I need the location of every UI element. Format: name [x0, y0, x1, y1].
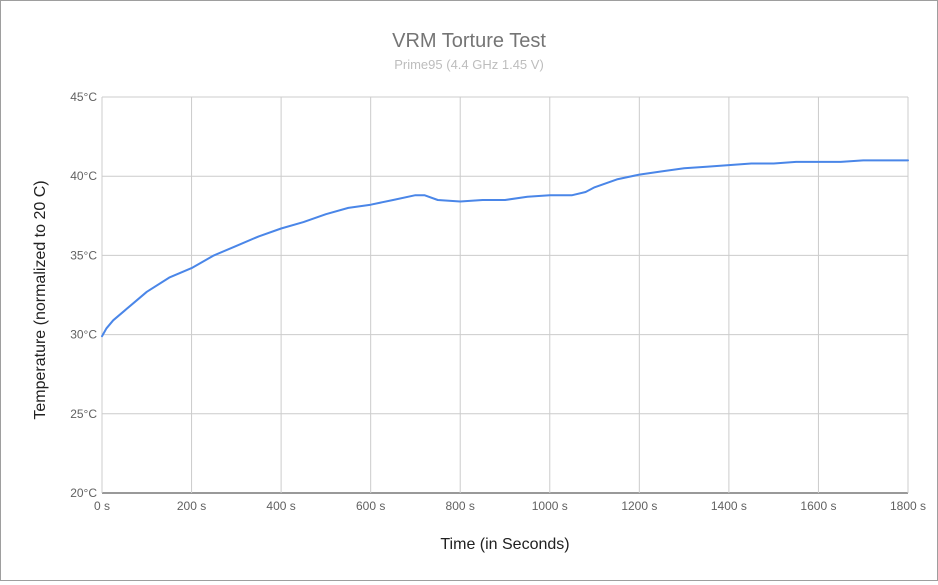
- x-tick-label: 1600 s: [800, 499, 836, 513]
- x-tick-label: 1200 s: [621, 499, 657, 513]
- y-tick-label: 35°C: [70, 248, 97, 262]
- y-tick-label: 40°C: [70, 169, 97, 183]
- x-tick-label: 1800 s: [890, 499, 926, 513]
- gridlines: [101, 96, 909, 494]
- x-tick-label: 800 s: [446, 499, 475, 513]
- x-axis-title: Time (in Seconds): [440, 536, 569, 553]
- x-axis-tick-labels: 0 s 200 s 400 s 600 s 800 s 1000 s 1200 s 1400 …: [94, 499, 926, 513]
- x-tick-label: 1400 s: [711, 499, 747, 513]
- y-axis-title: Temperature (normalized to 20 C): [32, 180, 49, 419]
- y-tick-label: 20°C: [70, 486, 97, 500]
- y-tick-label: 25°C: [70, 407, 97, 421]
- chart-subtitle: Prime95 (4.4 GHz 1.45 V): [394, 57, 544, 72]
- series-group: [101, 159, 909, 338]
- y-tick-label: 45°C: [70, 90, 97, 104]
- x-tick-label: 600 s: [356, 499, 385, 513]
- x-tick-label: 400 s: [266, 499, 295, 513]
- x-tick-label: 200 s: [177, 499, 206, 513]
- y-tick-label: 30°C: [70, 328, 97, 342]
- y-axis-tick-labels: 20°C 25°C 30°C 35°C 40°C 45°C: [70, 90, 97, 500]
- series-line: [101, 159, 909, 338]
- x-tick-label: 1000 s: [532, 499, 568, 513]
- chart-title: VRM Torture Test: [392, 30, 546, 52]
- x-tick-label: 0 s: [94, 499, 110, 513]
